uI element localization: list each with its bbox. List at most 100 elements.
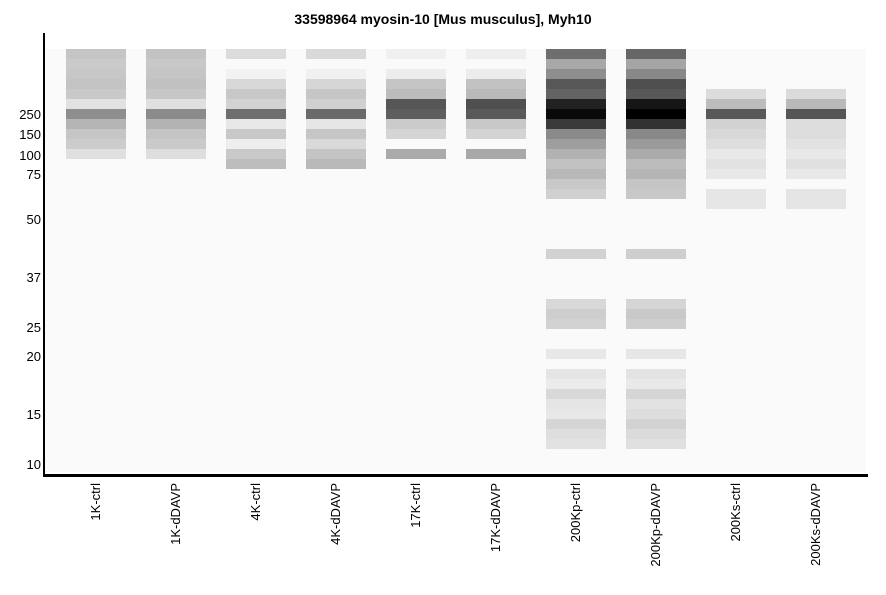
band: [546, 129, 606, 139]
band: [306, 49, 366, 59]
band: [546, 379, 606, 389]
band: [626, 119, 686, 129]
band: [626, 389, 686, 399]
band: [626, 429, 686, 439]
band: [226, 69, 286, 79]
band: [626, 49, 686, 59]
band: [546, 89, 606, 99]
band: [226, 119, 286, 129]
band: [546, 99, 606, 109]
band: [306, 119, 366, 129]
band: [786, 159, 846, 169]
band: [306, 109, 366, 119]
band: [786, 149, 846, 159]
band: [546, 59, 606, 69]
lane-200Kp-dDAVP: [626, 0, 686, 595]
band: [66, 59, 126, 69]
band: [626, 89, 686, 99]
band: [626, 109, 686, 119]
lane-17K-dDAVP: [466, 0, 526, 595]
band: [466, 119, 526, 129]
lane-label-4K-dDAVP: 4K-dDAVP: [328, 483, 343, 545]
band: [626, 319, 686, 329]
band: [626, 419, 686, 429]
band: [226, 159, 286, 169]
band: [706, 119, 766, 129]
band: [146, 129, 206, 139]
band: [386, 69, 446, 79]
mw-label-100: 100: [19, 148, 41, 163]
band: [66, 99, 126, 109]
band: [626, 189, 686, 199]
band: [66, 69, 126, 79]
band: [146, 109, 206, 119]
band: [306, 69, 366, 79]
band: [146, 139, 206, 149]
band: [226, 89, 286, 99]
band: [66, 119, 126, 129]
band: [306, 139, 366, 149]
figure-title: 33598964 myosin-10 [Mus musculus], Myh10: [294, 11, 592, 27]
band: [706, 89, 766, 99]
band: [706, 149, 766, 159]
band: [546, 179, 606, 189]
band: [546, 319, 606, 329]
lane-1K-dDAVP: [146, 0, 206, 595]
band: [546, 149, 606, 159]
band: [706, 169, 766, 179]
band: [306, 89, 366, 99]
band: [386, 79, 446, 89]
lane-label-1K-ctrl: 1K-ctrl: [88, 483, 103, 521]
band: [546, 389, 606, 399]
lane-4K-ctrl: [226, 0, 286, 595]
band: [626, 299, 686, 309]
band: [306, 149, 366, 159]
band: [546, 119, 606, 129]
band: [786, 119, 846, 129]
band: [226, 149, 286, 159]
band: [466, 129, 526, 139]
band: [146, 59, 206, 69]
band: [546, 409, 606, 419]
band: [546, 419, 606, 429]
lane-label-200Ks-ctrl: 200Ks-ctrl: [728, 483, 743, 542]
mw-label-20: 20: [26, 349, 41, 364]
band: [306, 129, 366, 139]
band: [66, 139, 126, 149]
band: [626, 169, 686, 179]
lane-label-1K-dDAVP: 1K-dDAVP: [168, 483, 183, 545]
x-axis-line: [43, 474, 868, 477]
mw-label-37: 37: [26, 270, 41, 285]
band: [626, 59, 686, 69]
band: [786, 109, 846, 119]
band: [386, 49, 446, 59]
band: [626, 309, 686, 319]
band: [626, 149, 686, 159]
band: [786, 89, 846, 99]
band: [626, 79, 686, 89]
band: [786, 169, 846, 179]
mw-label-25: 25: [26, 320, 41, 335]
band: [466, 79, 526, 89]
band: [66, 129, 126, 139]
band: [226, 49, 286, 59]
band: [626, 69, 686, 79]
band: [546, 139, 606, 149]
mw-label-250: 250: [19, 107, 41, 122]
mw-label-15: 15: [26, 407, 41, 422]
band: [146, 99, 206, 109]
band: [146, 49, 206, 59]
band: [66, 79, 126, 89]
band: [626, 409, 686, 419]
band: [546, 439, 606, 449]
band: [546, 69, 606, 79]
band: [786, 129, 846, 139]
band: [306, 159, 366, 169]
lane-1K-ctrl: [66, 0, 126, 595]
band: [626, 349, 686, 359]
band: [546, 169, 606, 179]
band: [146, 149, 206, 159]
band: [146, 69, 206, 79]
band: [786, 99, 846, 109]
lane-label-17K-ctrl: 17K-ctrl: [408, 483, 423, 528]
